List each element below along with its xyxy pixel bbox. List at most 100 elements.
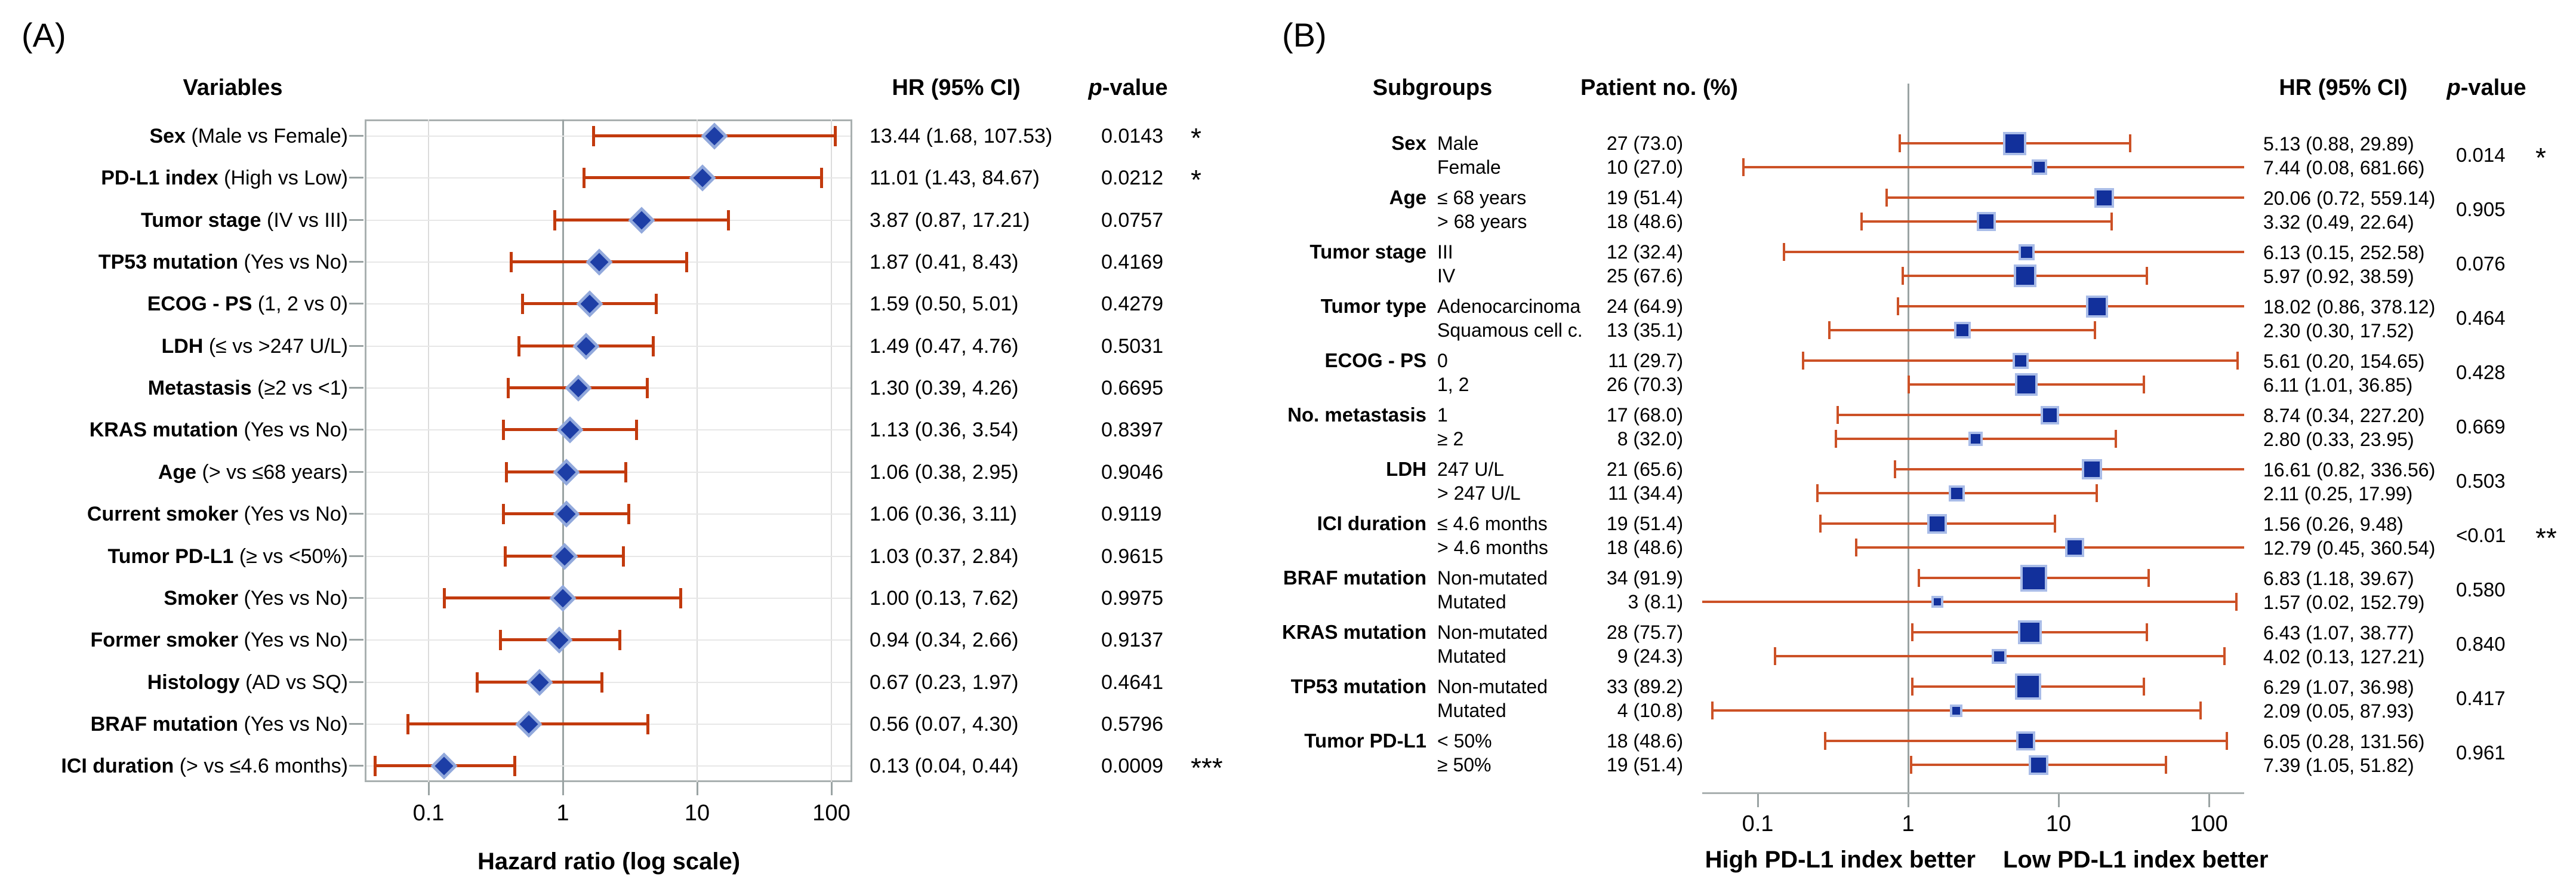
ci-cap-left	[1742, 158, 1745, 176]
x-tick-label: 1	[556, 801, 569, 826]
ci-cap-right	[2128, 134, 2131, 152]
gridline-vertical	[428, 119, 429, 782]
level-label: 247 U/L	[1437, 459, 1505, 480]
marker-square	[2067, 540, 2082, 555]
level-label: Non-mutated	[1437, 622, 1548, 643]
marker-square	[1930, 516, 1945, 531]
p-value: 0.076	[2456, 253, 2506, 275]
reference-line	[562, 119, 564, 782]
hr-value: 12.79 (0.45, 360.54)	[2263, 537, 2436, 559]
hr-value: 1.06 (0.38, 2.95)	[870, 460, 1019, 484]
marker-square	[2017, 376, 2036, 393]
row-label: ECOG - PS (1, 2 vs 0)	[147, 293, 348, 316]
hr-value: 2.09 (0.05, 87.93)	[2263, 700, 2414, 722]
y-tick	[349, 513, 363, 515]
marker-square	[2005, 134, 2025, 153]
patient-count: 26 (70.3)	[1606, 374, 1683, 395]
significance-stars: *	[2535, 142, 2546, 173]
row-label: Current smoker (Yes vs No)	[87, 503, 348, 526]
ci-cap-left	[1885, 189, 1888, 207]
y-tick	[349, 722, 363, 725]
marker-square	[2033, 162, 2045, 173]
ci-cap-left	[1836, 406, 1839, 424]
hr-value: 1.56 (0.26, 9.48)	[2263, 513, 2404, 535]
hr-value: 16.61 (0.82, 336.56)	[2263, 459, 2436, 481]
p-value: 0.8397	[1101, 419, 1163, 442]
p-value: 0.5031	[1101, 334, 1163, 358]
ci-cap-right	[2114, 430, 2117, 448]
row-variable: Tumor PD-L1	[107, 544, 234, 568]
hr-value: 5.61 (0.20, 154.65)	[2263, 350, 2425, 372]
ci-cap-right	[2147, 569, 2150, 587]
ci-cap-left	[521, 294, 525, 315]
level-label: Non-mutated	[1437, 567, 1548, 589]
ci-cap-left	[1819, 515, 1822, 533]
x-tick	[1757, 794, 1759, 807]
p-value: 0.840	[2456, 633, 2506, 655]
marker-square	[2015, 355, 2027, 367]
ci-cap-left	[442, 587, 446, 608]
p-value: 0.464	[2456, 307, 2506, 329]
ci-cap-left	[1823, 732, 1826, 750]
x-tick	[562, 782, 564, 795]
ci-cap-left	[1773, 647, 1776, 665]
ci-cap-right	[2054, 515, 2057, 533]
y-tick	[349, 596, 363, 599]
level-label: Mutated	[1437, 700, 1506, 721]
ci-bar	[1743, 166, 2244, 168]
p-value: 0.9119	[1101, 503, 1162, 526]
patient-count: 18 (48.6)	[1606, 537, 1683, 558]
ci-cap-right	[2143, 678, 2146, 696]
subgroup-name: Sex	[1391, 132, 1426, 154]
hr-value: 0.94 (0.34, 2.66)	[870, 629, 1019, 652]
level-label: > 4.6 months	[1437, 537, 1548, 558]
ci-cap-left	[517, 336, 521, 356]
level-label: 1, 2	[1437, 374, 1469, 395]
ci-cap-left	[582, 168, 586, 189]
x-tick	[427, 782, 430, 795]
y-tick	[349, 261, 363, 263]
patient-count: 11 (29.7)	[1608, 350, 1683, 371]
level-label: Male	[1437, 133, 1479, 154]
ci-cap-right	[2235, 593, 2238, 611]
row-variable: Age	[158, 460, 197, 484]
ci-cap-right	[2142, 376, 2145, 393]
ci-cap-left	[1910, 756, 1913, 774]
p-rest: -value	[2460, 75, 2526, 100]
hr-value: 5.13 (0.88, 29.89)	[2263, 133, 2414, 155]
row-variable: BRAF mutation	[90, 712, 239, 736]
hr-value: 1.30 (0.39, 4.26)	[870, 377, 1019, 400]
panel-b-footer-right: Low PD-L1 index better	[2003, 847, 2269, 873]
patient-count: 27 (73.0)	[1606, 133, 1683, 154]
ci-cap-left	[1911, 678, 1914, 696]
row-label: Tumor PD-L1 (≥ vs <50%)	[107, 544, 349, 568]
ci-cap-right	[645, 378, 649, 399]
row-variable: Histology	[147, 670, 240, 694]
p-value: 0.9137	[1101, 629, 1163, 652]
hr-value: 0.56 (0.07, 4.30)	[870, 712, 1019, 736]
p-value: 0.0009	[1101, 755, 1163, 778]
hr-value: 6.11 (1.01, 36.85)	[2263, 374, 2413, 396]
ci-cap-left	[1894, 460, 1897, 478]
row-variable: Tumor stage	[141, 208, 261, 232]
y-tick	[349, 344, 363, 347]
p-value: 0.428	[2456, 361, 2506, 383]
significance-stars: *	[1191, 122, 1201, 153]
ci-cap-right	[2146, 623, 2149, 641]
patient-count: 9 (24.3)	[1617, 645, 1683, 667]
patient-count: 13 (35.1)	[1606, 319, 1683, 341]
marker-square	[1951, 487, 1963, 499]
patient-count: 34 (91.9)	[1606, 567, 1683, 589]
ci-cap-right	[685, 252, 689, 273]
patient-count: 10 (27.0)	[1606, 156, 1683, 178]
x-axis-line	[1702, 792, 2244, 794]
hr-value: 0.13 (0.04, 0.44)	[870, 755, 1019, 778]
subgroup-name: No. metastasis	[1287, 404, 1426, 426]
panel-b-col-subgroups: Subgroups	[1372, 75, 1493, 100]
hr-value: 20.06 (0.72, 559.14)	[2263, 187, 2436, 209]
patient-count: 19 (51.4)	[1606, 187, 1683, 208]
row-label: PD-L1 index (High vs Low)	[101, 167, 348, 190]
level-label: < 50%	[1437, 730, 1492, 752]
panel-a-x-axis-title: Hazard ratio (log scale)	[477, 848, 741, 875]
p-value: 0.4169	[1101, 251, 1163, 274]
